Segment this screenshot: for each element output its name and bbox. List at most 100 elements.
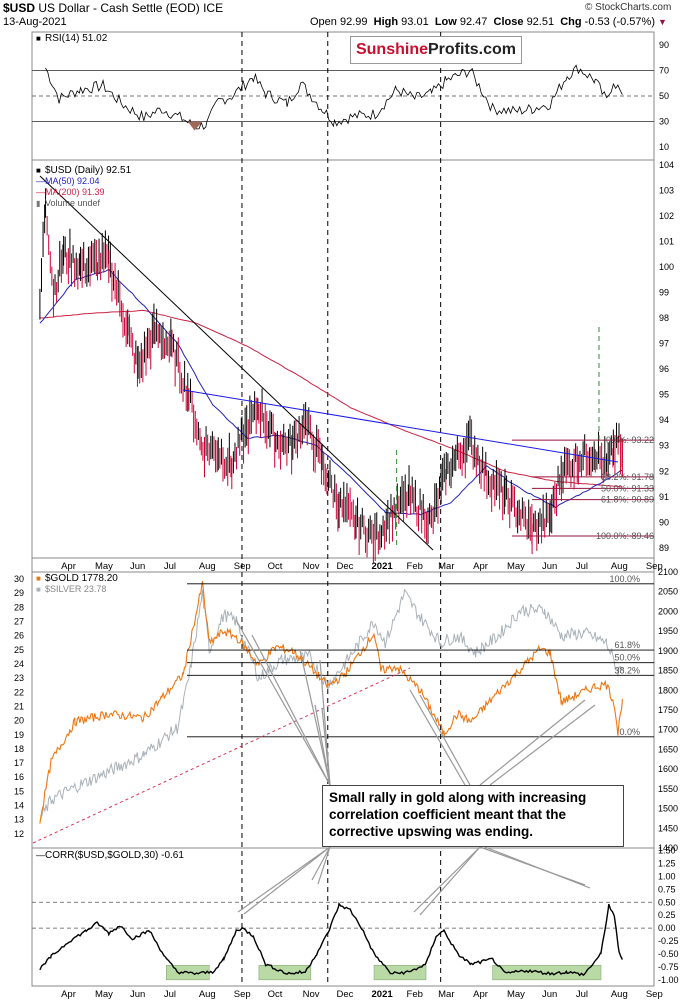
usd-ytick: 97 [659, 339, 669, 349]
corr-title: CORR($USD,$GOLD,30) -0.61 [45, 850, 184, 861]
usd-ytick: 101 [659, 237, 674, 247]
callout-line-gold [299, 649, 331, 786]
silver-ytick: 15 [14, 786, 24, 796]
silver-line [39, 588, 623, 822]
x-tick-top: Aug [611, 561, 628, 572]
x-tick-bottom: May [95, 989, 113, 1000]
callout-line-corr [317, 846, 331, 885]
rsi-ytick: 30 [659, 117, 669, 127]
silver-ytick: 24 [14, 659, 24, 669]
usd-fib-label: 50.0%: 91.33 [601, 483, 654, 493]
gold-fib-label: 61.8% [614, 640, 640, 650]
trend-lines [32, 175, 654, 916]
usd-ytick: 89 [659, 543, 669, 553]
x-tick-top: Jun [130, 561, 145, 572]
silver-ytick: 18 [14, 744, 24, 754]
silver-ytick: 16 [14, 772, 24, 782]
watermark-part2: Profits.com [428, 41, 517, 58]
callout-line-gold [479, 699, 586, 786]
x-tick-bottom: Sep [234, 989, 251, 1000]
gold-ytick: 2100 [658, 567, 678, 577]
callout-line-gold [314, 704, 331, 786]
usd-ytick: 99 [659, 288, 669, 298]
rsi-title: RSI(14) 51.02 [45, 33, 108, 44]
x-tick-bottom: Feb [407, 989, 423, 1000]
corr-ytick: 0.50 [658, 897, 676, 907]
silver-ytick: 14 [14, 801, 24, 811]
volume-legend: Volume undef [45, 198, 101, 208]
gold-fib-label: 100.0% [609, 574, 640, 584]
ma50-legend: MA(50) 92.04 [45, 176, 100, 186]
usd-panel [31, 159, 655, 559]
rsi-oversold-fill [187, 121, 203, 131]
ma200-legend: MA(200) 91.39 [45, 187, 105, 197]
x-tick-top: Sep [646, 561, 663, 572]
corr-panel [31, 847, 655, 987]
x-tick-top: May [507, 561, 525, 572]
ma50-line [39, 268, 623, 516]
usd-ytick: 98 [659, 313, 669, 323]
callout-line-gold [321, 707, 331, 786]
silver-ytick: 29 [14, 588, 24, 598]
usd-ytick: 90 [659, 517, 669, 527]
callout-line-corr [484, 846, 591, 889]
x-tick-bottom: Apr [473, 989, 488, 1000]
usd-ytick: 91 [659, 492, 669, 502]
copyright: © StockCharts.com [585, 2, 672, 13]
corr-ytick: 0.25 [658, 910, 676, 920]
x-tick-bottom: Oct [268, 989, 283, 1000]
x-tick-bottom: Jul [164, 989, 176, 1000]
rsi-ytick: 50 [659, 91, 669, 101]
corr-ytick: -0.25 [658, 936, 679, 946]
rsi-ytick: 70 [659, 65, 669, 75]
gold-fib-label: 0.0% [619, 727, 640, 737]
rsi-ytick: 90 [659, 40, 669, 50]
usd-fib-label: 61.8%: 90.89 [601, 495, 654, 505]
gold-ytick: 1500 [658, 804, 678, 814]
watermark-logo: SunshineProfits.com [350, 36, 522, 64]
rsi-legend-icon: ■ [36, 34, 41, 43]
usd-ytick: 102 [659, 211, 674, 221]
gold-ytick: 1600 [658, 764, 678, 774]
callout-line-corr [311, 846, 331, 881]
x-tick-bottom: 2021 [372, 989, 394, 1000]
x-tick-bottom: Aug [199, 989, 216, 1000]
corr-shade-box [492, 965, 602, 981]
silver-ytick: 25 [14, 645, 24, 655]
x-tick-top: Apr [61, 561, 76, 572]
corr-ytick: 1.50 [658, 846, 676, 856]
corr-ytick: -1.00 [658, 975, 679, 985]
x-tick-bottom: Jun [130, 989, 145, 1000]
gold-ytick: 1700 [658, 725, 678, 735]
gold-ytick: 2000 [658, 606, 678, 616]
usd-ytick: 95 [659, 390, 669, 400]
chg-label: Chg [560, 16, 582, 28]
usd-ytick: 103 [659, 186, 674, 196]
high-label: High [373, 16, 399, 28]
corr-ytick: 0.75 [658, 884, 676, 894]
callout-line-gold [251, 634, 331, 786]
open-value: 92.99 [339, 16, 368, 28]
x-tick-top: Oct [268, 561, 283, 572]
silver-legend-icon: ■ [36, 585, 41, 594]
gold-ytick: 1450 [658, 823, 678, 833]
silver-ytick: 30 [14, 574, 24, 584]
silver-ytick: 20 [14, 716, 24, 726]
x-tick-top: Dec [337, 561, 354, 572]
x-tick-top: Nov [303, 561, 320, 572]
x-tick-bottom: Mar [438, 989, 454, 1000]
open-label: Open [310, 16, 337, 28]
x-tick-top: Jul [576, 561, 588, 572]
x-tick-top: May [95, 561, 113, 572]
x-tick-top: Feb [407, 561, 423, 572]
silver-legend: $SILVER 23.78 [45, 584, 106, 594]
gold-fib-label: 50.0% [614, 653, 640, 663]
silver-ytick: 17 [14, 758, 24, 768]
header-date: 13-Aug-2021 [3, 16, 67, 28]
silver-ytick: 28 [14, 602, 24, 612]
usd-ytick: 94 [659, 415, 669, 425]
gold-ytick: 1800 [658, 685, 678, 695]
silver-ytick: 19 [14, 730, 24, 740]
silver-ytick: 22 [14, 687, 24, 697]
axis-tick-labels: 10 30 50 70 90 89 90 91 92 93 94 95 96 97 98 99 100 101 10… [14, 40, 679, 1000]
